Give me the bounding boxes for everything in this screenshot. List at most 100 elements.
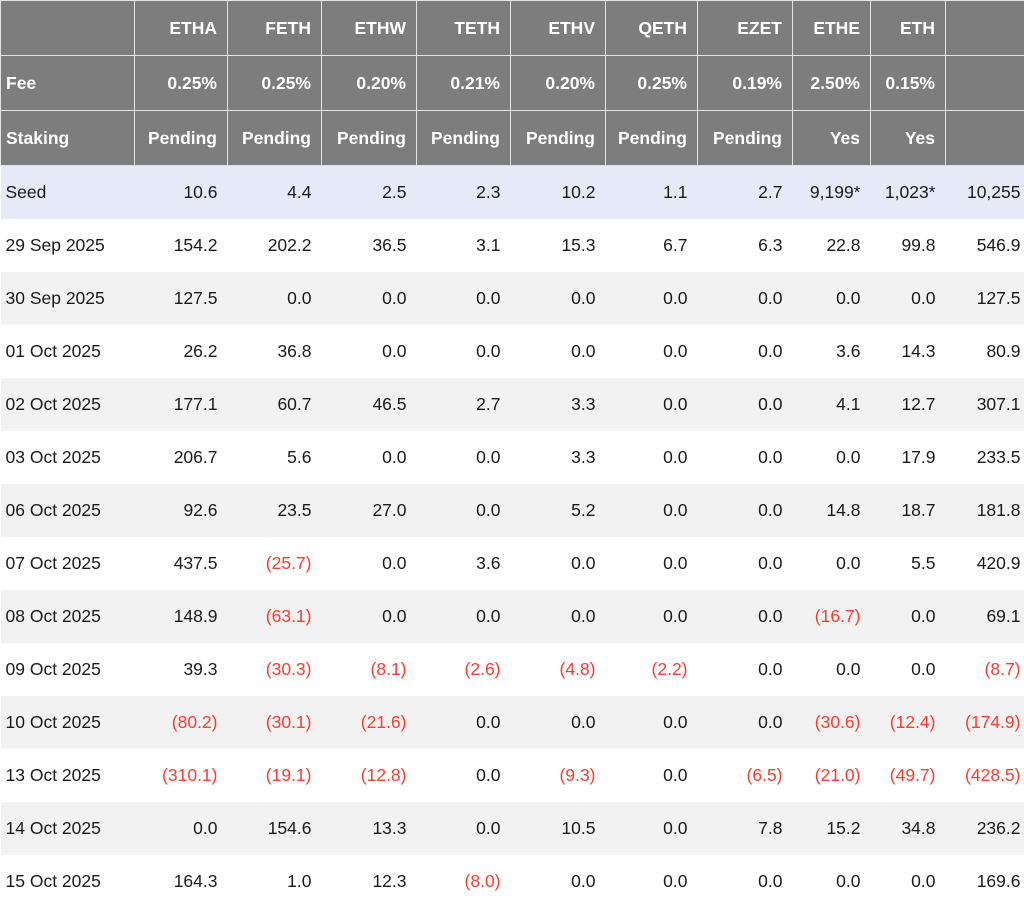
flow-cell: 15.3 xyxy=(561,234,596,255)
staking-cell-qeth: Pending xyxy=(605,110,698,166)
ticker-header-qeth: QETH xyxy=(605,0,698,56)
flow-cell: 0.0 xyxy=(571,605,596,626)
flow-cell: 0.0 xyxy=(911,605,936,626)
flow-cell: 0.0 xyxy=(836,446,861,467)
staking-cell-ezet: Pending xyxy=(697,110,793,166)
staking-cell-feth: Pending xyxy=(227,110,322,166)
flow-cell: 39.3 xyxy=(183,658,218,679)
flow-cell: 3.3 xyxy=(571,446,596,467)
flow-cell: (310.1) xyxy=(162,764,218,785)
fee-cell-etha: 0.25% xyxy=(134,55,228,111)
flow-cell: 3.6 xyxy=(476,552,501,573)
ticker-header-ethv: ETHV xyxy=(510,0,606,56)
flow-cell: 36.8 xyxy=(277,340,312,361)
flow-cell: 69.1 xyxy=(986,605,1021,626)
row-label: 01 Oct 2025 xyxy=(5,340,101,361)
flow-cell: 0.0 xyxy=(663,605,688,626)
flow-cell: 7.8 xyxy=(758,817,783,838)
flow-cell: 0.0 xyxy=(663,499,688,520)
total-column-header xyxy=(945,0,1024,56)
table-row: Seed 10.6 4.4 2.5 2.3 10.2 1.1 2.7 9,199* 1,023* 1… xyxy=(0,165,1024,219)
flow-cell: 0.0 xyxy=(663,711,688,732)
ticker-header-row: ETHA FETH ETHW TETH ETHV QETH EZET ETHE ETH xyxy=(0,0,1024,56)
row-label: 09 Oct 2025 xyxy=(5,658,101,679)
flow-cell: 17.9 xyxy=(901,446,936,467)
fee-cell-teth: 0.21% xyxy=(416,55,511,111)
flow-cell: 2.7 xyxy=(476,393,501,414)
table-row: 03 Oct 2025 206.7 5.6 0.0 0.0 3.3 0.0 0.0 0.0 17.… xyxy=(0,430,1024,484)
row-label: 30 Sep 2025 xyxy=(5,287,105,308)
flow-cell: 0.0 xyxy=(382,446,407,467)
flow-cell: 26.2 xyxy=(183,340,218,361)
flow-cell: 437.5 xyxy=(173,552,218,573)
flow-cell: 4.4 xyxy=(287,181,312,202)
flow-cell: 3.3 xyxy=(571,393,596,414)
flow-cell: 0.0 xyxy=(663,287,688,308)
fee-cell-feth: 0.25% xyxy=(227,55,322,111)
flow-cell: 0.0 xyxy=(476,605,501,626)
fee-row: Fee 0.25% 0.25% 0.20% 0.21% 0.20% 0.25% 0.19% 2… xyxy=(0,55,1024,111)
row-label: 08 Oct 2025 xyxy=(5,605,101,626)
staking-cell-eth: Yes xyxy=(870,110,946,166)
flow-cell: 34.8 xyxy=(901,817,936,838)
flow-cell: 0.0 xyxy=(836,870,861,891)
flow-cell: 13.3 xyxy=(372,817,407,838)
table-row: 07 Oct 2025 437.5 (25.7) 0.0 3.6 0.0 0.0 0.0 0.0… xyxy=(0,536,1024,590)
row-label: 10 Oct 2025 xyxy=(5,711,101,732)
flow-cell: 420.9 xyxy=(976,552,1021,573)
row-label: 03 Oct 2025 xyxy=(5,446,101,467)
flow-cell: 0.0 xyxy=(571,870,596,891)
flow-cell: 5.5 xyxy=(911,552,936,573)
ticker-header-eth: ETH xyxy=(870,0,946,56)
fee-cell-qeth: 0.25% xyxy=(605,55,698,111)
flow-cell: 0.0 xyxy=(911,287,936,308)
flow-cell: (428.5) xyxy=(965,764,1021,785)
flow-cell: 148.9 xyxy=(173,605,218,626)
flow-cell: 164.3 xyxy=(173,870,218,891)
row-label: 14 Oct 2025 xyxy=(5,817,101,838)
flow-cell: 5.6 xyxy=(287,446,312,467)
flow-cell: (30.3) xyxy=(265,658,312,679)
flow-cell: (9.3) xyxy=(559,764,596,785)
flow-cell: 0.0 xyxy=(382,287,407,308)
table-row: 10 Oct 2025 (80.2) (30.1) (21.6) 0.0 0.0 0.0 0.… xyxy=(0,695,1024,749)
flow-cell: 169.6 xyxy=(976,870,1021,891)
table-row: 08 Oct 2025 148.9 (63.1) 0.0 0.0 0.0 0.0 0.0 (16… xyxy=(0,589,1024,643)
flow-cell: 18.7 xyxy=(901,499,936,520)
flow-cell: 0.0 xyxy=(758,552,783,573)
flow-cell: 0.0 xyxy=(476,340,501,361)
flow-cell: (49.7) xyxy=(889,764,936,785)
flow-cell: 6.7 xyxy=(663,234,688,255)
fee-cell-ethw: 0.20% xyxy=(321,55,417,111)
staking-row-label: Staking xyxy=(0,110,135,166)
flow-cell: 0.0 xyxy=(663,446,688,467)
flow-cell: (30.6) xyxy=(814,711,861,732)
row-label: 29 Sep 2025 xyxy=(5,234,105,255)
staking-cell-ethw: Pending xyxy=(321,110,417,166)
row-label: 15 Oct 2025 xyxy=(5,870,101,891)
staking-cell-ethe: Yes xyxy=(792,110,871,166)
table-row: 13 Oct 2025 (310.1) (19.1) (12.8) 0.0 (9.3) 0.… xyxy=(0,748,1024,802)
flow-cell: 0.0 xyxy=(758,446,783,467)
flow-cell: 14.8 xyxy=(826,499,861,520)
flow-cell: 236.2 xyxy=(976,817,1021,838)
flow-cell: (12.8) xyxy=(360,764,407,785)
fee-cell-total xyxy=(945,55,1024,111)
table-header: ETHA FETH ETHW TETH ETHV QETH EZET ETHE ETH Fee … xyxy=(0,0,1024,166)
flow-cell: 12.3 xyxy=(372,870,407,891)
staking-cell-etha: Pending xyxy=(134,110,228,166)
flow-cell: (4.8) xyxy=(559,658,596,679)
flow-cell: 14.3 xyxy=(901,340,936,361)
flow-cell: 0.0 xyxy=(476,817,501,838)
table-row: 09 Oct 2025 39.3 (30.3) (8.1) (2.6) (4.8) (2.2… xyxy=(0,642,1024,696)
flow-cell: 0.0 xyxy=(663,870,688,891)
flow-cell: 0.0 xyxy=(911,658,936,679)
flow-cell: 0.0 xyxy=(663,817,688,838)
flow-cell: 3.1 xyxy=(476,234,501,255)
table-row: 15 Oct 2025 164.3 1.0 12.3 (8.0) 0.0 0.0 0.0 0.0… xyxy=(0,854,1024,908)
flow-cell: (8.1) xyxy=(370,658,407,679)
flow-cell: 0.0 xyxy=(287,287,312,308)
flow-cell: 0.0 xyxy=(476,446,501,467)
flow-cell: (63.1) xyxy=(265,605,312,626)
flow-cell: 0.0 xyxy=(663,393,688,414)
